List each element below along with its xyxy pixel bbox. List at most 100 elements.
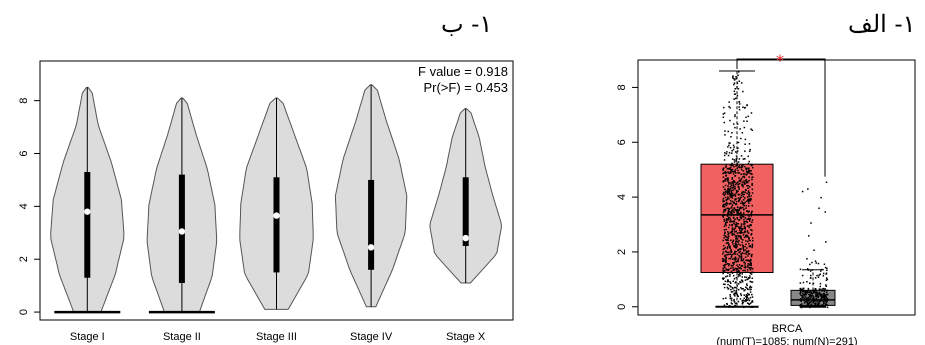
tumor-sample-point	[727, 215, 729, 217]
tumor-sample-point	[738, 271, 741, 274]
tumor-sample-point	[733, 286, 736, 289]
tumor-sample-point	[747, 263, 749, 265]
tumor-sample-point	[740, 258, 743, 261]
tumor-sample-point	[728, 198, 730, 200]
tumor-sample-point	[737, 147, 739, 149]
tumor-sample-point	[734, 235, 737, 237]
tumor-sample-point	[722, 267, 724, 270]
tumor-sample-point	[727, 216, 730, 219]
tumor-sample-point	[725, 163, 727, 166]
tumor-sample-point	[742, 299, 744, 301]
tumor-sample-point	[730, 163, 733, 166]
tumor-sample-point	[747, 232, 750, 234]
normal-sample-point	[823, 290, 825, 293]
tumor-sample-point	[740, 196, 742, 198]
tumor-sample-point	[726, 197, 729, 200]
tumor-sample-point	[723, 225, 726, 228]
tumor-sample-point	[751, 293, 753, 296]
normal-sample-point	[809, 298, 811, 300]
normal-sample-point	[814, 277, 817, 279]
tumor-sample-point	[730, 282, 732, 284]
tumor-sample-point	[731, 152, 733, 154]
tumor-sample-point	[748, 143, 751, 145]
tumor-sample-point	[747, 198, 750, 201]
tumor-sample-point	[748, 245, 750, 248]
tumor-sample-point	[747, 266, 749, 268]
tumor-sample-point	[742, 259, 744, 262]
tumor-sample-point	[722, 176, 725, 178]
tumor-sample-point	[735, 203, 737, 206]
normal-sample-point	[799, 299, 801, 301]
normal-sample-point	[807, 297, 809, 300]
tumor-sample-point	[740, 227, 742, 229]
tumor-sample-point	[725, 174, 728, 177]
tumor-sample-point	[740, 257, 743, 259]
tumor-sample-point	[736, 238, 739, 240]
tumor-sample-point	[727, 218, 730, 221]
tumor-sample-point	[737, 248, 740, 251]
tumor-sample-point	[724, 134, 726, 136]
tumor-sample-point	[742, 191, 745, 193]
normal-sample-point	[808, 291, 811, 293]
tumor-sample-point	[727, 235, 730, 237]
tumor-sample-point	[741, 166, 744, 168]
tumor-sample-point	[746, 278, 748, 281]
normal-sample-point	[802, 289, 804, 291]
tumor-sample-point	[742, 186, 744, 188]
normal-sample-point	[822, 275, 825, 277]
tumor-sample-point	[735, 250, 737, 253]
normal-sample-point	[809, 297, 811, 299]
normal-sample-point	[801, 288, 803, 291]
normal-sample-point	[801, 274, 804, 277]
tumor-sample-point	[722, 258, 724, 260]
tumor-sample-point	[738, 219, 740, 221]
tumor-sample-point	[723, 260, 725, 262]
tumor-sample-point	[732, 262, 734, 264]
tumor-sample-point	[734, 170, 736, 173]
tumor-sample-point	[727, 253, 730, 256]
panel-label-a: ١- الف	[848, 10, 916, 38]
normal-sample-point	[801, 190, 804, 193]
tumor-sample-point	[737, 214, 739, 216]
tumor-sample-point	[743, 225, 746, 227]
normal-sample-point	[802, 290, 805, 292]
tumor-sample-point	[733, 161, 736, 163]
normal-sample-point	[825, 277, 828, 279]
tumor-sample-point	[736, 150, 739, 152]
tumor-sample-point	[731, 150, 733, 152]
tumor-sample-point	[731, 189, 733, 192]
tumor-sample-point	[722, 205, 724, 208]
tumor-sample-point	[742, 195, 745, 198]
tumor-sample-point	[725, 165, 727, 168]
tumor-sample-point	[734, 114, 736, 116]
tumor-sample-point	[733, 223, 735, 225]
normal-sample-point	[824, 299, 827, 302]
tumor-sample-point	[749, 286, 751, 289]
tumor-sample-point	[733, 257, 736, 260]
tumor-sample-point	[733, 159, 736, 161]
normal-sample-point	[812, 282, 815, 285]
tumor-sample-point	[728, 257, 730, 260]
tumor-sample-point	[746, 218, 748, 221]
normal-sample-point	[800, 294, 802, 296]
tumor-sample-point	[723, 258, 725, 261]
normal-sample-point	[825, 289, 828, 292]
tumor-sample-point	[742, 288, 744, 290]
tumor-sample-point	[742, 239, 744, 241]
tumor-sample-point	[745, 169, 748, 171]
tumor-sample-point	[727, 212, 729, 214]
tumor-sample-point	[749, 275, 751, 277]
normal-sample-point	[825, 297, 827, 299]
normal-sample-point	[807, 188, 809, 190]
tumor-sample-point	[738, 288, 740, 291]
normal-sample-point	[805, 301, 807, 303]
normal-sample-point	[818, 274, 820, 277]
tumor-sample-point	[723, 248, 726, 250]
normal-sample-point	[804, 296, 807, 298]
tumor-sample-point	[747, 115, 749, 118]
tumor-sample-point	[735, 276, 738, 279]
tumor-sample-point	[738, 80, 740, 82]
tumor-sample-point	[746, 247, 748, 249]
tumor-sample-point	[733, 293, 735, 295]
tumor-sample-point	[725, 268, 727, 270]
